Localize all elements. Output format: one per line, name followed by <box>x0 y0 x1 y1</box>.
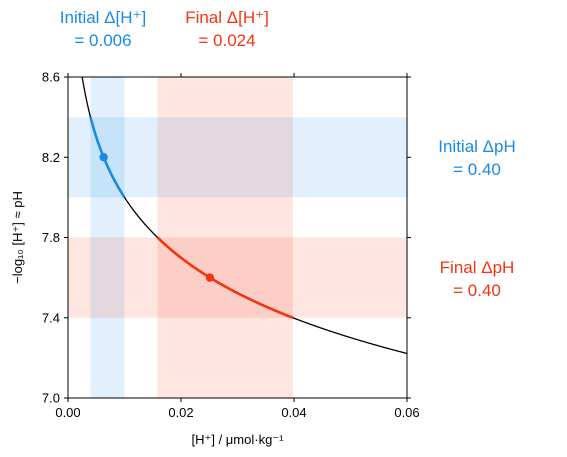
y-axis-title: −log₁₀ [H⁺] ≈ pH <box>10 191 25 284</box>
bands-layer <box>68 77 407 398</box>
annotation-line: Final ΔpH <box>439 258 515 277</box>
annotation-final-delta-h: Final Δ[H⁺] = 0.024 <box>152 6 302 52</box>
annotation-final-delta-ph: Final ΔpH = 0.40 <box>402 256 552 302</box>
annotation-initial-delta-h: Initial Δ[H⁺] = 0.006 <box>28 6 178 52</box>
annotation-line: Initial Δ[H⁺] <box>59 8 147 27</box>
y-tick-label: 7.4 <box>42 310 60 325</box>
highlight-segment-1 <box>156 236 294 319</box>
annotation-line: = 0.40 <box>453 160 501 179</box>
initial-x-band <box>90 77 125 398</box>
annotation-line: = 0.40 <box>453 281 501 300</box>
x-tick-label: 0.04 <box>281 405 306 420</box>
y-tick-label: 8.2 <box>42 150 60 165</box>
y-tick-label: 8.6 <box>42 70 60 85</box>
x-tick-label: 0.02 <box>168 405 193 420</box>
data-point-0 <box>99 153 108 162</box>
curves-layer <box>81 76 408 355</box>
annotation-initial-delta-ph: Initial ΔpH = 0.40 <box>402 135 552 181</box>
annotation-line: = 0.024 <box>198 31 256 50</box>
final-y-band <box>68 237 407 318</box>
axes-layer: 0.00 0.02 0.04 0.06 7.0 7.4 7.8 8.2 8.6 <box>42 70 420 421</box>
annotation-line: = 0.006 <box>74 31 132 50</box>
initial-y-band <box>68 117 407 198</box>
highlight-segment-0 <box>89 116 126 199</box>
x-tick-label: 0.06 <box>394 405 419 420</box>
x-axis-title: [H⁺] / μmol·kg⁻¹ <box>192 432 285 447</box>
x-tick-label: 0.00 <box>55 405 80 420</box>
final-x-band <box>157 77 293 398</box>
y-tick-label: 7.0 <box>42 391 60 406</box>
data-point-1 <box>205 273 215 282</box>
annotation-line: Initial ΔpH <box>438 137 516 156</box>
y-tick-label: 7.8 <box>42 230 60 245</box>
points-layer <box>99 153 215 282</box>
annotation-line: Final Δ[H⁺] <box>185 8 269 27</box>
